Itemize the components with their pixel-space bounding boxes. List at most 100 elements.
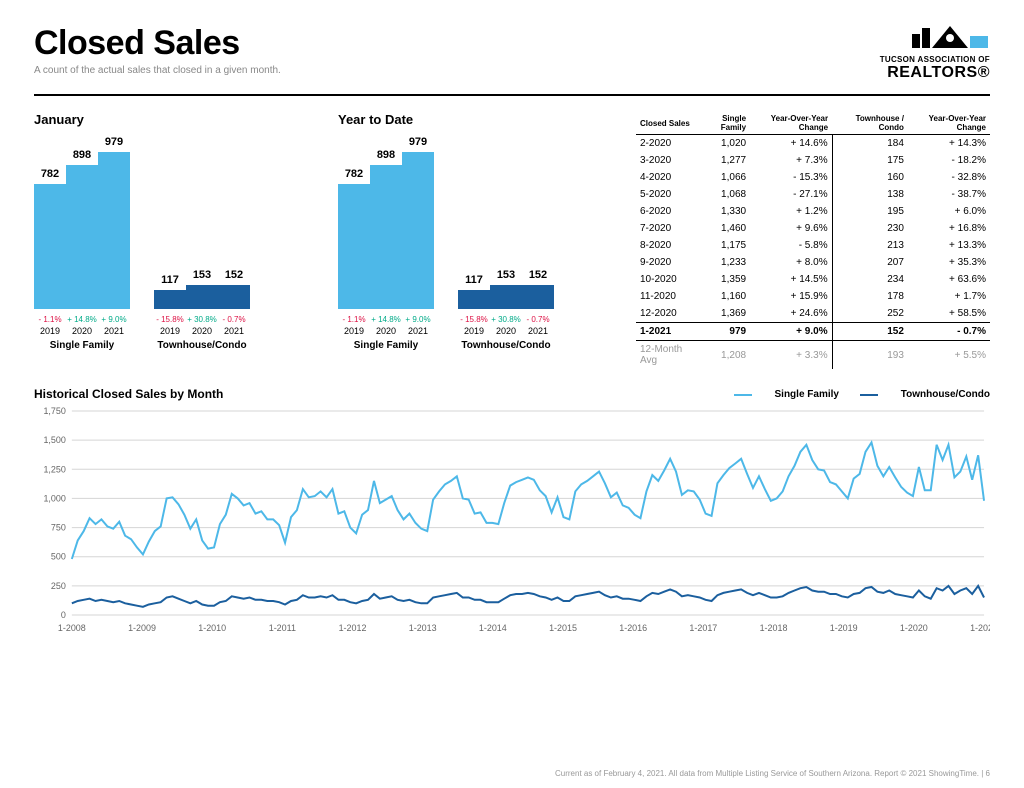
svg-text:1-2021: 1-2021 [970,623,990,633]
bar-year: 2021 [98,326,130,336]
bar: 153 [490,285,522,309]
svg-text:1,750: 1,750 [43,406,65,416]
page-title: Closed Sales [34,24,281,63]
svg-text:1-2013: 1-2013 [409,623,437,633]
logo-big-text: REALTORS® [880,64,990,82]
table-row: 12-20201,369+ 24.6%252+ 58.5% [636,305,990,323]
svg-text:250: 250 [51,581,66,591]
bar-group: 782898979- 1.1%+ 14.8%+ 9.0%201920202021… [34,149,130,351]
table-row: 1-2021979+ 9.0%152- 0.7% [636,323,990,341]
bar: 979 [98,152,130,309]
svg-text:1-2009: 1-2009 [128,623,156,633]
bar-chart: Year to Date782898979- 1.1%+ 14.8%+ 9.0%… [338,112,618,369]
bar-value: 979 [98,136,130,148]
bar-year: 2020 [490,326,522,336]
group-label: Single Family [354,340,418,351]
svg-text:500: 500 [51,552,66,562]
table-row: 4-20201,066- 15.3%160- 32.8% [636,169,990,186]
line-chart: 0 250 500 750 1,000 1,250 1,500 1,750 1-2008 1-20… [34,405,990,635]
svg-text:1,500: 1,500 [43,435,65,445]
svg-text:1-2008: 1-2008 [58,623,86,633]
page-subtitle: A count of the actual sales that closed … [34,65,281,76]
bar-value: 782 [338,168,370,180]
bar: 117 [458,290,490,309]
group-label: Single Family [50,340,114,351]
svg-text:1-2011: 1-2011 [269,623,296,633]
bar-year: 2019 [338,326,370,336]
svg-text:1,250: 1,250 [43,464,65,474]
bar: 898 [66,165,98,309]
chart-title: January [34,112,314,127]
bar: 782 [338,184,370,309]
bar-year: 2021 [522,326,554,336]
legend: Single Family Townhouse/Condo [716,388,991,401]
bar-value: 782 [34,168,66,180]
bar-year: 2020 [66,326,98,336]
table-row: 10-20201,359+ 14.5%234+ 63.6% [636,271,990,288]
bar: 979 [402,152,434,309]
group-label: Townhouse/Condo [157,340,246,351]
bar-charts: January782898979- 1.1%+ 14.8%+ 9.0%20192… [34,112,618,369]
table-row: 11-20201,160+ 15.9%178+ 1.7% [636,288,990,305]
svg-text:1-2020: 1-2020 [900,623,928,633]
bar-value: 979 [402,136,434,148]
bar-pct: + 14.8% [66,315,98,324]
svg-text:0: 0 [61,610,66,620]
svg-text:1-2015: 1-2015 [549,623,577,633]
bar-value: 117 [458,274,490,286]
bar-pct: - 0.7% [218,315,250,324]
table-row: 2-20201,020+ 14.6%184+ 14.3% [636,135,990,153]
table-header: Year-Over-Year Change [750,112,832,135]
bar-year: 2020 [370,326,402,336]
bar-pct: + 30.8% [186,315,218,324]
bar-pct: + 9.0% [402,315,434,324]
bar-year: 2019 [458,326,490,336]
bar-pct: - 1.1% [338,315,370,324]
bar-chart: January 782898979- 1.1%+ 14.8%+ 9.0%20192… [34,112,314,369]
bar-year: 2021 [402,326,434,336]
bar-value: 117 [154,274,186,286]
bar-pct: + 9.0% [98,315,130,324]
header-divider [34,94,990,96]
bar-group: 782898979- 1.1%+ 14.8%+ 9.0%201920202021… [338,149,434,351]
svg-text:750: 750 [51,523,66,533]
data-table: Closed SalesSingle FamilyYear-Over-Year … [636,112,990,369]
bar-year: 2021 [218,326,250,336]
bar-value: 898 [66,149,98,161]
chart-title: Year to Date [338,112,618,127]
svg-text:1-2010: 1-2010 [198,623,226,633]
bar-group: 117153152- 15.8%+ 30.8%- 0.7%20192020202… [458,149,554,351]
footer: Current as of February 4, 2021. All data… [555,769,990,778]
bar-pct: + 30.8% [490,315,522,324]
bar-pct: - 0.7% [522,315,554,324]
table-row: 5-20201,068- 27.1%138- 38.7% [636,186,990,203]
bar-value: 152 [218,269,250,281]
bar: 153 [186,285,218,309]
bar-group: 117153152- 15.8%+ 30.8%- 0.7%20192020202… [154,149,250,351]
svg-text:1-2017: 1-2017 [689,623,717,633]
bar-pct: + 14.8% [370,315,402,324]
svg-text:1-2018: 1-2018 [760,623,788,633]
svg-text:1-2012: 1-2012 [339,623,367,633]
historical-title: Historical Closed Sales by Month [34,387,223,401]
table-header: Closed Sales [636,112,697,135]
table-header: Single Family [697,112,750,135]
table-row: 7-20201,460+ 9.6%230+ 16.8% [636,220,990,237]
table-row: 12-Month Avg1,208+ 3.3%193+ 5.5% [636,341,990,370]
svg-text:1-2014: 1-2014 [479,623,507,633]
table-row: 8-20201,175- 5.8%213+ 13.3% [636,237,990,254]
bar-value: 153 [490,269,522,281]
legend-sf: Single Family [775,389,839,400]
bar-pct: - 15.8% [154,315,186,324]
table-row: 3-20201,277+ 7.3%175- 18.2% [636,152,990,169]
table-header: Townhouse / Condo [832,112,908,135]
svg-text:1-2019: 1-2019 [830,623,858,633]
svg-text:1,000: 1,000 [43,493,65,503]
bar-year: 2019 [154,326,186,336]
table-row: 6-20201,330+ 1.2%195+ 6.0% [636,203,990,220]
legend-tc: Townhouse/Condo [901,389,990,400]
table-row: 9-20201,233+ 8.0%207+ 35.3% [636,254,990,271]
table-header: Year-Over-Year Change [908,112,990,135]
logo: TUCSON ASSOCIATION OF REALTORS® [880,24,990,82]
group-label: Townhouse/Condo [461,340,550,351]
